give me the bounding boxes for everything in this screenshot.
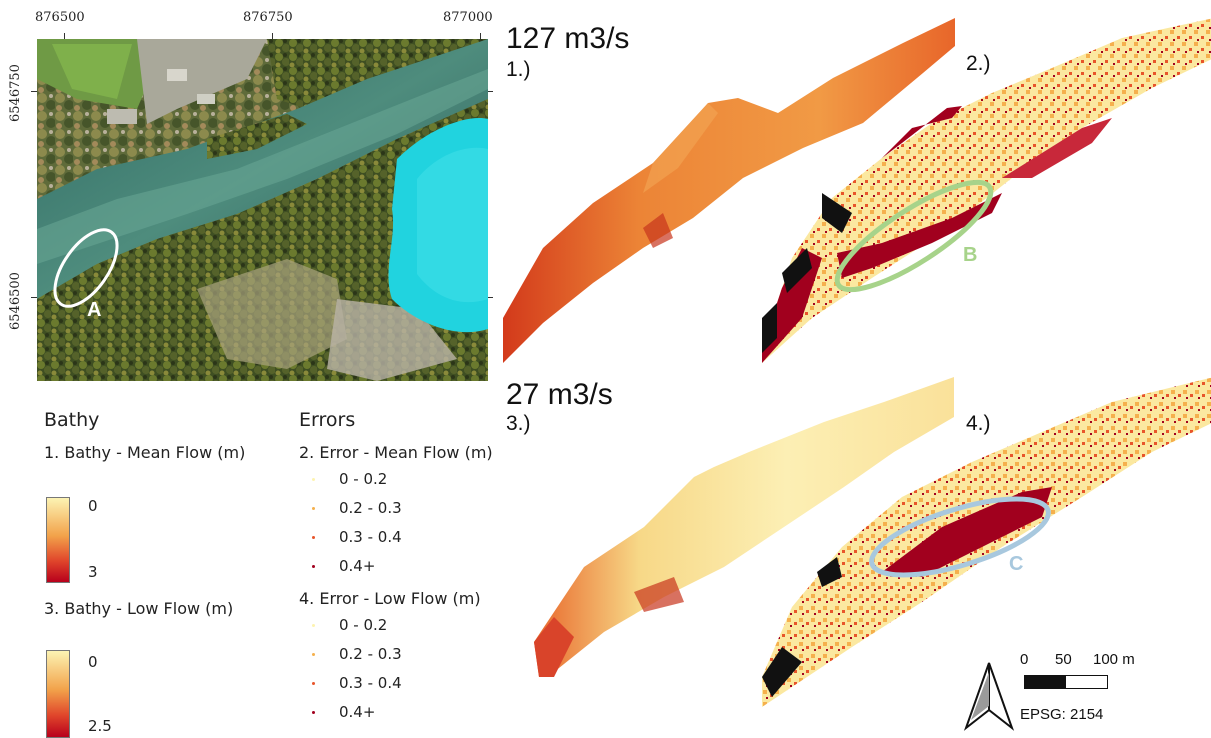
bathy-mean-max: 3 — [88, 563, 98, 581]
x-tick-label-2: 876750 — [243, 10, 293, 25]
x-tick-label-3: 877000 — [443, 10, 493, 25]
y-tick-label-2: 6546500 — [8, 272, 23, 330]
scale-label-50: 50 — [1055, 651, 1072, 668]
ellipse-label-c: C — [1009, 553, 1024, 575]
error-low-class-2: 0.2 - 0.3 — [339, 645, 402, 663]
mean-flow-heading: 127 m3/s — [506, 22, 630, 55]
aerial-image — [37, 39, 488, 381]
error-low-class-3: 0.3 - 0.4 — [339, 674, 402, 692]
bathy-mean-min: 0 — [88, 497, 98, 515]
legend-error-mean: 2. Error - Mean Flow (m) — [299, 443, 493, 462]
legend-errors-title: Errors — [299, 409, 356, 431]
error-mean-swatch-2 — [312, 507, 315, 510]
scale-label-0: 0 — [1020, 651, 1029, 668]
error-low-swatch-2 — [312, 653, 315, 656]
panel-label-2: 2.) — [966, 52, 991, 75]
panel-label-3: 3.) — [506, 412, 531, 435]
bathy-low-flow-map — [534, 377, 954, 677]
scale-bar — [1024, 675, 1108, 689]
y-tick-label-1: 6546750 — [8, 64, 23, 122]
bathy-mean-ramp — [46, 497, 70, 583]
error-low-swatch-1 — [312, 624, 315, 627]
epsg-label: EPSG: 2154 — [1020, 706, 1104, 723]
legend-error-low: 4. Error - Low Flow (m) — [299, 589, 481, 608]
bathy-low-ramp — [46, 650, 70, 738]
scale-label-100: 100 m — [1093, 651, 1135, 668]
error-mean-flow-map — [762, 18, 1211, 363]
error-low-flow-map — [762, 377, 1211, 707]
low-flow-heading: 27 m3/s — [506, 378, 613, 411]
ellipse-label-a: A — [87, 299, 102, 321]
north-arrow-icon — [963, 662, 1015, 731]
error-mean-class-2: 0.2 - 0.3 — [339, 499, 402, 517]
panel-label-4: 4.) — [966, 412, 991, 435]
bathy-mean-flow-map — [503, 18, 955, 363]
error-mean-swatch-1 — [312, 478, 315, 481]
x-tick-label-1: 876500 — [35, 10, 85, 25]
error-mean-swatch-4 — [312, 565, 315, 568]
legend-bathy-title: Bathy — [44, 409, 100, 431]
ellipse-label-b: B — [963, 244, 978, 266]
legend-bathy-mean: 1. Bathy - Mean Flow (m) — [44, 443, 246, 462]
error-low-class-1: 0 - 0.2 — [339, 616, 388, 634]
error-mean-class-4: 0.4+ — [339, 557, 376, 575]
error-low-swatch-4 — [312, 711, 315, 714]
error-low-swatch-3 — [312, 682, 315, 685]
error-low-class-4: 0.4+ — [339, 703, 376, 721]
bathy-low-min: 0 — [88, 653, 98, 671]
error-mean-class-1: 0 - 0.2 — [339, 470, 388, 488]
bathy-low-max: 2.5 — [88, 717, 112, 735]
error-mean-class-3: 0.3 - 0.4 — [339, 528, 402, 546]
panel-label-1: 1.) — [506, 58, 531, 81]
error-mean-swatch-3 — [312, 536, 315, 539]
legend-bathy-low: 3. Bathy - Low Flow (m) — [44, 599, 234, 618]
